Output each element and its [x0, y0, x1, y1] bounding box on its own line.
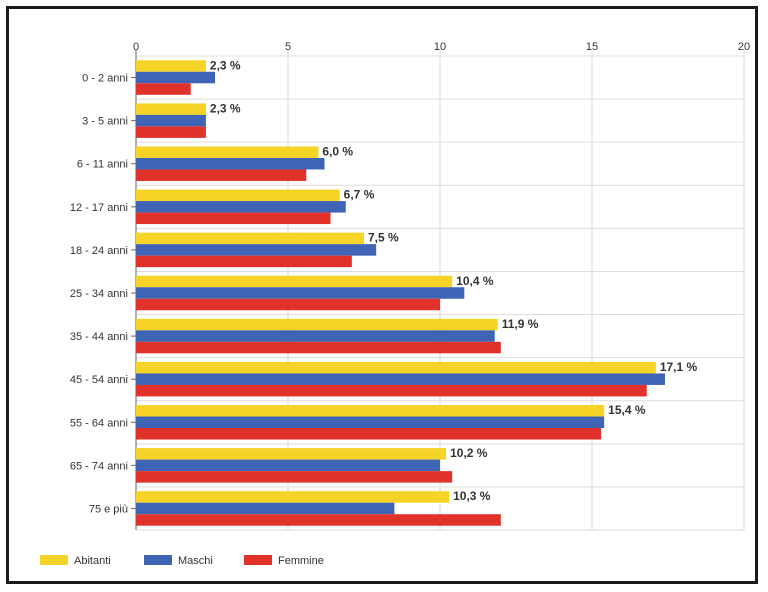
- x-tick-label: 10: [434, 41, 446, 53]
- bar-maschi: [136, 244, 377, 256]
- bar-maschi: [136, 373, 665, 385]
- category-label: 3 - 5 anni: [82, 116, 128, 128]
- bar-maschi: [136, 287, 465, 299]
- data-label: 2,3 %: [210, 101, 241, 115]
- x-tick-label: 0: [133, 41, 139, 53]
- data-labels: 2,3 % 2,3 % 6,0 % 6,7 % 7,5 % 10,4 % 11,9 % 17,…: [210, 58, 698, 503]
- bar-abitanti: [136, 232, 364, 245]
- bar-femmine: [136, 298, 440, 311]
- legend-label: Femmine: [278, 555, 324, 567]
- bar-abitanti: [136, 103, 206, 115]
- data-label: 6,7 %: [344, 188, 375, 202]
- data-label: 10,4 %: [456, 274, 494, 288]
- bar-femmine: [136, 514, 501, 526]
- category-label: 12 - 17 anni: [70, 202, 128, 214]
- bar-femmine: [136, 83, 191, 95]
- bar-femmine: [136, 384, 647, 397]
- bar-femmine: [136, 255, 352, 268]
- data-label: 7,5 %: [368, 231, 399, 245]
- bar-abitanti: [136, 448, 447, 460]
- data-label: 17,1 %: [660, 360, 698, 374]
- bar-maschi: [136, 157, 325, 170]
- data-label: 10,3 %: [453, 489, 491, 503]
- bar-abitanti: [136, 318, 498, 331]
- x-axis-ticks: 0 5 10 15 20: [133, 41, 750, 53]
- bar-maschi: [136, 330, 495, 342]
- category-label: 65 - 74 anni: [70, 460, 128, 472]
- x-tick-label: 5: [285, 41, 291, 53]
- x-tick-label: 15: [586, 41, 598, 53]
- legend-swatch-abitanti: [40, 555, 68, 565]
- bar-maschi: [136, 416, 605, 429]
- bar-abitanti: [136, 189, 340, 202]
- bar-maschi: [136, 502, 395, 515]
- bar-femmine: [136, 428, 602, 440]
- bar-abitanti: [136, 275, 453, 288]
- data-label: 2,3 %: [210, 58, 241, 72]
- bar-femmine: [136, 126, 206, 138]
- legend-label: Abitanti: [74, 555, 111, 567]
- bar-femmine: [136, 169, 307, 181]
- bar-abitanti: [136, 361, 656, 374]
- category-label: 18 - 24 anni: [70, 245, 128, 257]
- data-label: 15,4 %: [608, 403, 646, 417]
- category-label: 75 e più: [89, 503, 128, 515]
- legend: Abitanti Maschi Femmine: [40, 555, 324, 567]
- category-label: 35 - 44 anni: [70, 331, 128, 343]
- bar-abitanti: [136, 491, 450, 503]
- bar-femmine: [136, 341, 501, 354]
- category-label: 0 - 2 anni: [82, 73, 128, 85]
- x-tick-label: 20: [738, 41, 750, 53]
- category-label: 45 - 54 anni: [70, 374, 128, 386]
- legend-swatch-maschi: [144, 555, 172, 565]
- category-label: 6 - 11 anni: [77, 159, 128, 171]
- legend-swatch-femmine: [244, 555, 272, 565]
- bar-maschi: [136, 201, 346, 213]
- bar-abitanti: [136, 405, 605, 417]
- bar-abitanti: [136, 146, 319, 158]
- data-label: 10,2 %: [450, 446, 488, 460]
- legend-label: Maschi: [178, 555, 213, 567]
- category-label: 25 - 34 anni: [70, 288, 128, 300]
- category-labels: 0 - 2 anni 3 - 5 anni 6 - 11 anni 12 - 17 a…: [70, 73, 136, 515]
- category-label: 55 - 64 anni: [70, 417, 128, 429]
- data-label: 6,0 %: [322, 144, 353, 158]
- bar-femmine: [136, 471, 453, 483]
- bar-maschi: [136, 71, 216, 84]
- bar-maschi: [136, 114, 206, 127]
- bar-abitanti: [136, 60, 206, 72]
- bar-femmine: [136, 212, 331, 225]
- bars: [136, 60, 665, 526]
- data-label: 11,9 %: [502, 317, 539, 331]
- bar-maschi: [136, 459, 440, 472]
